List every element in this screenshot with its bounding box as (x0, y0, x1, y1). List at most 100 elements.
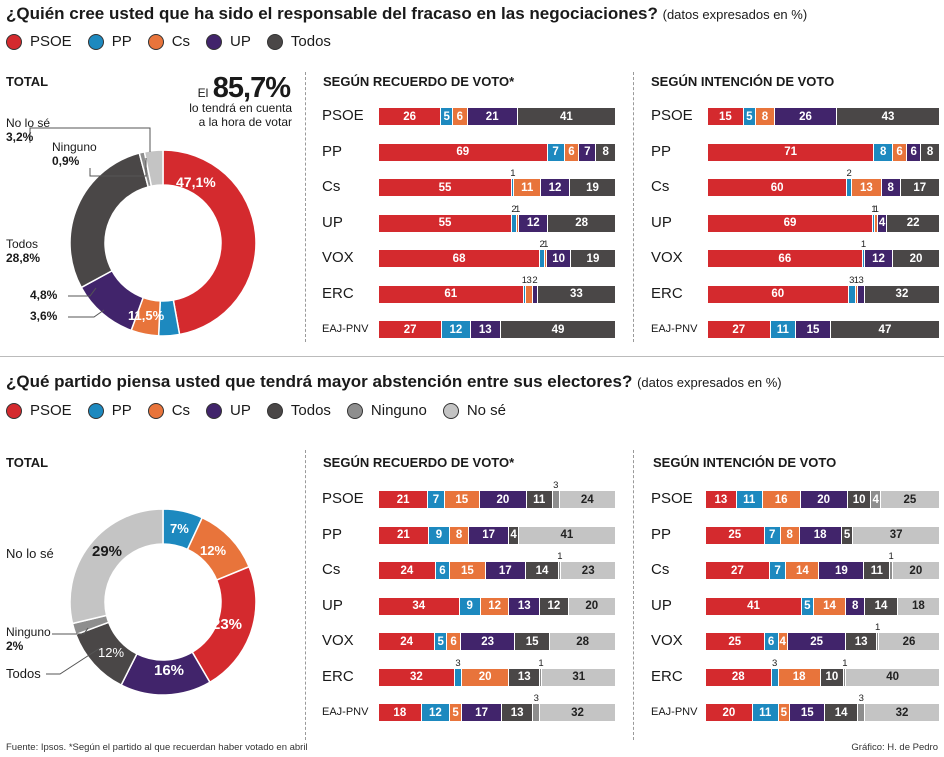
q2-recuerdo-row-label-eaj-pnv: EAJ-PNV (322, 706, 369, 718)
q1-recuerdo-segment-vox-up: 10 (547, 250, 571, 267)
q2-title-text: ¿Qué partido piensa usted que tendrá may… (6, 372, 633, 391)
q1-intencion-segment-cs-cs: 13 (851, 179, 882, 196)
q1-recuerdo-bar-cs: 55 11 12 19 (379, 179, 616, 196)
q1-intencion-row-label-vox: VOX (651, 249, 683, 266)
q1-pie-label-nose: No lo sé 3,2% (6, 116, 50, 144)
q2-legend-swatch-todos (266, 402, 283, 419)
q2-recuerdo-label-eaj-pnv-ninguno: 3 (533, 693, 539, 704)
q1-recuerdo-segment-psoe-up: 21 (467, 108, 518, 125)
q2-recuerdo-segment-cs-cs: 15 (450, 562, 486, 579)
q2-recuerdo-segment-pp-todos: 4 (509, 526, 519, 544)
q1-recuerdo-segment-up-cs (516, 214, 520, 232)
q2-pie-label-cs: 12% (200, 544, 226, 558)
q2-pie-cs-value: 12% (200, 543, 227, 558)
q1-callout-el: El (197, 86, 209, 100)
q1-recuerdo-row-label-psoe: PSOE (322, 107, 364, 124)
q2-legend-item-pp: PP (87, 402, 132, 419)
q1-header-intencion: SEGÚN INTENCIÓN DE VOTO (651, 74, 835, 89)
q1-header-recuerdo: SEGÚN RECUERDO DE VOTO* (323, 74, 515, 89)
q2-recuerdo-segment-eaj-pnv-psoe: 18 (379, 704, 422, 721)
q1-pie-psoe-value: 47,1% (176, 174, 216, 190)
q1-recuerdo-segment-eaj-pnv-todos: 49 (501, 321, 616, 338)
q1-recuerdo-bar-up: 55 12 28 (379, 214, 616, 232)
q2-recuerdo-segment-up-cs: 12 (480, 597, 510, 615)
q1-leader-ninguno (89, 158, 147, 177)
q2-pie-up-value: 16% (154, 662, 185, 679)
q1-recuerdo-bar-psoe: 26 5 6 21 41 (379, 108, 616, 125)
q2-pie-todos-value: 12% (98, 645, 125, 660)
q1-intencion-segment-erc-up (857, 285, 865, 303)
q2-recuerdo-segment-pp-no-se: 41 (518, 526, 616, 544)
q1-recuerdo-segment-up-psoe: 55 (379, 214, 512, 232)
footer-source: Fuente: Ipsos. *Según el partido al que … (6, 742, 308, 753)
q1-intencion-segment-cs-pp (847, 179, 852, 196)
q2-recuerdo-segment-psoe-no-se: 24 (559, 491, 616, 508)
q1-recuerdo-row-label-eaj-pnv: EAJ-PNV (322, 323, 369, 335)
q2-recuerdo-segment-psoe-ninguno (552, 491, 560, 508)
q1-pie-label-cs: 4,8% (30, 288, 57, 302)
q1-recuerdo-segment-erc-todos: 33 (537, 285, 616, 303)
q2-recuerdo-segment-cs-psoe: 24 (379, 562, 436, 579)
q2-legend-swatch-psoe (6, 402, 22, 419)
q2-legend-swatch-pp (87, 402, 104, 419)
q2-intencion-row-label-eaj-pnv: EAJ-PNV (651, 706, 698, 718)
q2-recuerdo-bar-eaj-pnv: 18 12 5 17 13 32 (379, 704, 616, 721)
q1-intencion-segment-psoe-cs: 8 (755, 108, 775, 125)
q2-intencion-segment-up-psoe: 41 (706, 597, 802, 615)
q2-intencion-segment-eaj-pnv-cs: 5 (778, 704, 791, 721)
q1-recuerdo-segment-cs-cs: 11 (514, 179, 541, 196)
q2-recuerdo-segment-erc-psoe: 32 (379, 668, 455, 686)
q1-callout-line2: a la hora de votar (198, 115, 292, 129)
q1-intencion-row-label-psoe: PSOE (651, 107, 693, 124)
q2-recuerdo-row-label-cs: Cs (322, 561, 341, 578)
q1-intencion-segment-vox-psoe: 66 (708, 250, 863, 267)
q2-recuerdo-segment-psoe-pp: 7 (428, 491, 445, 508)
q1-intencion-segment-vox-up: 12 (864, 250, 894, 267)
q1-intencion-segment-up-pp (873, 214, 876, 232)
q1-callout-value: 85,7% (212, 72, 291, 104)
q1-callout-text: lo tendrá en cuenta a la hora de votar (170, 101, 292, 129)
q2-legend-label-no-se: No sé (466, 402, 506, 419)
q2-intencion-bar-eaj-pnv: 20 11 5 15 14 32 (706, 704, 940, 721)
q2-intencion-segment-pp-todos: 5 (841, 526, 854, 544)
q1-intencion-segment-eaj-pnv-todos: 47 (830, 321, 940, 338)
q2-recuerdo-segment-up-todos: 12 (540, 597, 569, 615)
q1-legend-swatch-cs (147, 33, 164, 50)
q2-intencion-segment-erc-todos: 10 (820, 668, 845, 686)
q1-intencion-segment-cs-todos: 17 (900, 179, 940, 196)
q1-pie-label-psoe: 47,1% (176, 175, 216, 189)
q1-recuerdo-segment-cs-up: 12 (541, 179, 571, 196)
q2-intencion-segment-pp-up: 18 (799, 526, 842, 544)
q1-recuerdo-segment-pp-psoe: 69 (379, 143, 548, 161)
q1-recuerdo-segment-vox-pp (540, 250, 545, 267)
q2-subtitle: (datos expresados en %) (637, 375, 782, 390)
q2-intencion-segment-eaj-pnv-no-se: 32 (865, 704, 940, 721)
q1-intencion-segment-vox-pp (862, 250, 865, 267)
q2-legend: PSOE PP Cs UP Todos Ninguno No sé (6, 402, 522, 419)
q2-recuerdo-segment-up-psoe: 34 (379, 597, 460, 615)
q1-recuerdo-row-label-vox: VOX (322, 249, 354, 266)
q1-recuerdo-segment-up-todos: 28 (548, 214, 616, 232)
q2-recuerdo-row-label-erc: ERC (322, 667, 354, 685)
q2-recuerdo-bar-vox: 24 5 6 23 15 28 (379, 633, 616, 650)
q2-intencion-segment-psoe-ninguno: 4 (871, 491, 881, 508)
q1-intencion-segment-up-cs (875, 214, 878, 232)
q2-pie-label-nose: 29% (92, 544, 122, 559)
q2-recuerdo-segment-pp-cs: 8 (450, 526, 470, 544)
q2-recuerdo-segment-erc-ninguno (540, 668, 543, 686)
q1-intencion-label-erc-pp: 3 (849, 274, 855, 286)
q2-recuerdo-segment-vox-todos: 15 (515, 633, 551, 650)
q1-recuerdo-row-label-pp: PP (322, 142, 343, 160)
q1-intencion-bar-erc: 60 32 (708, 285, 940, 303)
q2-intencion-segment-vox-cs: 4 (778, 633, 788, 650)
q2-header-intencion: SEGÚN INTENCIÓN DE VOTO (653, 455, 837, 470)
section-divider (0, 356, 944, 357)
q2-total-label: TOTAL (6, 455, 49, 470)
q1-recuerdo-label-erc-pp: 1 (521, 274, 528, 286)
q1-callout: El 85,7% (182, 72, 291, 105)
q2-recuerdo-bar-cs: 24 6 15 17 14 23 (379, 562, 616, 579)
q2-legend-label-psoe: PSOE (30, 402, 72, 419)
q1-recuerdo-segment-psoe-cs: 6 (453, 108, 468, 125)
q1-subtitle: (datos expresados en %) (662, 7, 808, 22)
q2-intencion-segment-psoe-pp: 11 (736, 491, 763, 508)
